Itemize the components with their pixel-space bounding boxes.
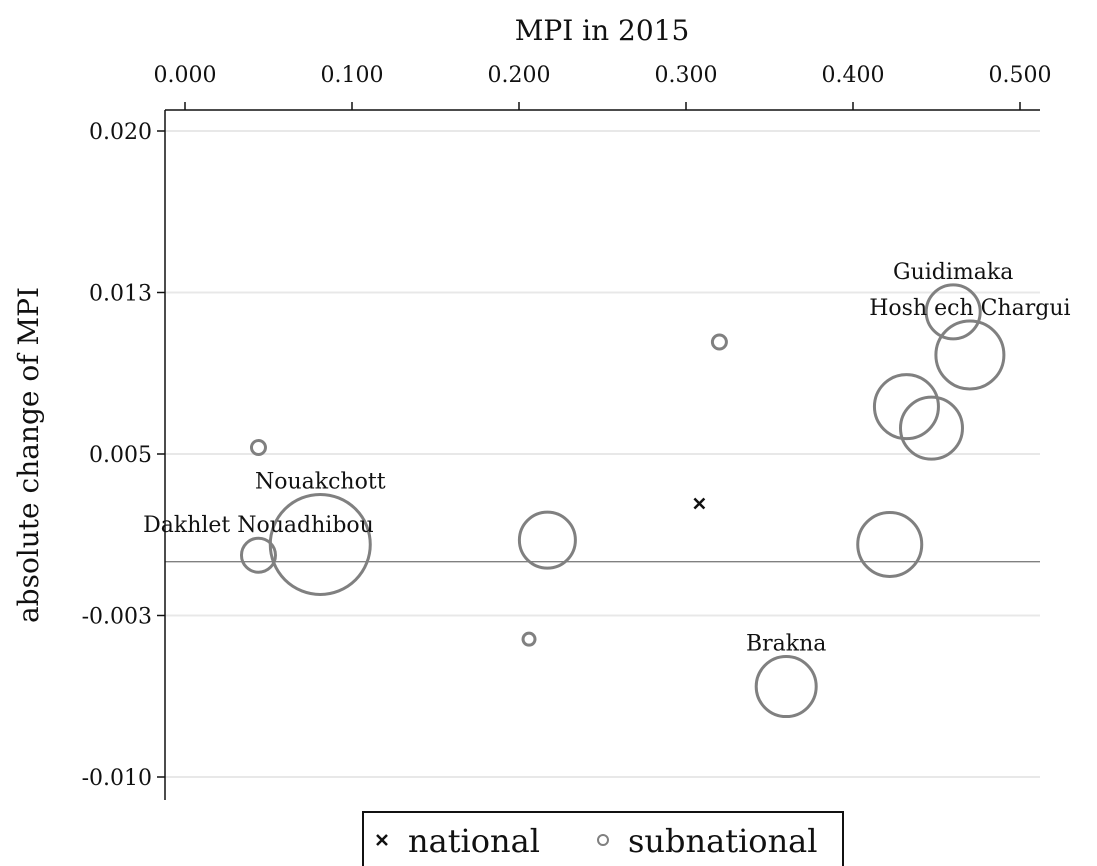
subnational-point (898, 395, 964, 461)
x-axis-ticks: 0.000 0.100 0.200 0.300 0.400 0.500 (154, 63, 1052, 110)
legend-national-marker (376, 834, 388, 846)
y-tick-label: -0.003 (82, 605, 152, 630)
legend-subnational-marker (597, 834, 609, 846)
subnational-point (856, 510, 924, 578)
subnational-point (934, 319, 1006, 391)
x-tick-label: 0.000 (154, 63, 217, 88)
point-label: Nouakchott (255, 469, 386, 494)
point-label: Brakna (746, 632, 826, 657)
subnational-point (239, 536, 277, 574)
subnational-point (521, 631, 537, 647)
legend-items: national subnational (376, 822, 817, 860)
point-label: Guidimaka (893, 260, 1013, 285)
y-axis-title: absolute change of MPI (12, 287, 45, 623)
subnational-point (268, 492, 372, 596)
national-point (693, 497, 706, 510)
subnational-point (249, 439, 267, 457)
x-axis-title: MPI in 2015 (515, 14, 690, 47)
y-tick-label: 0.013 (89, 282, 152, 307)
legend-national-label: national (408, 822, 540, 860)
subnational-point (754, 655, 818, 719)
grid-layer (165, 130, 1040, 778)
x-tick-label: 0.300 (655, 63, 718, 88)
subnational-point (710, 333, 728, 351)
point-labels-layer: Dakhlet Nouadhibou Nouakchott Brakna Guidim… (143, 260, 1070, 657)
y-tick-label: 0.020 (89, 120, 152, 145)
point-label: Dakhlet Nouadhibou (143, 513, 374, 538)
x-tick-label: 0.200 (488, 63, 551, 88)
point-label: Hosh ech Chargui (869, 296, 1070, 321)
legend: national subnational (362, 811, 844, 866)
x-tick-label: 0.100 (321, 63, 384, 88)
legend-box (362, 811, 844, 866)
x-tick-label: 0.400 (822, 63, 885, 88)
marks-layer (239, 283, 1006, 719)
y-tick-label: -0.010 (82, 766, 152, 791)
legend-subnational-label: subnational (628, 822, 817, 860)
y-tick-label: 0.005 (89, 443, 152, 468)
subnational-point (872, 373, 940, 441)
axes-layer (164, 109, 1040, 800)
subnational-point (517, 510, 577, 570)
x-tick-label: 0.500 (989, 63, 1052, 88)
y-axis-ticks: 0.020 0.013 0.005 -0.003 -0.010 (82, 120, 165, 791)
subnational-point (924, 283, 982, 341)
